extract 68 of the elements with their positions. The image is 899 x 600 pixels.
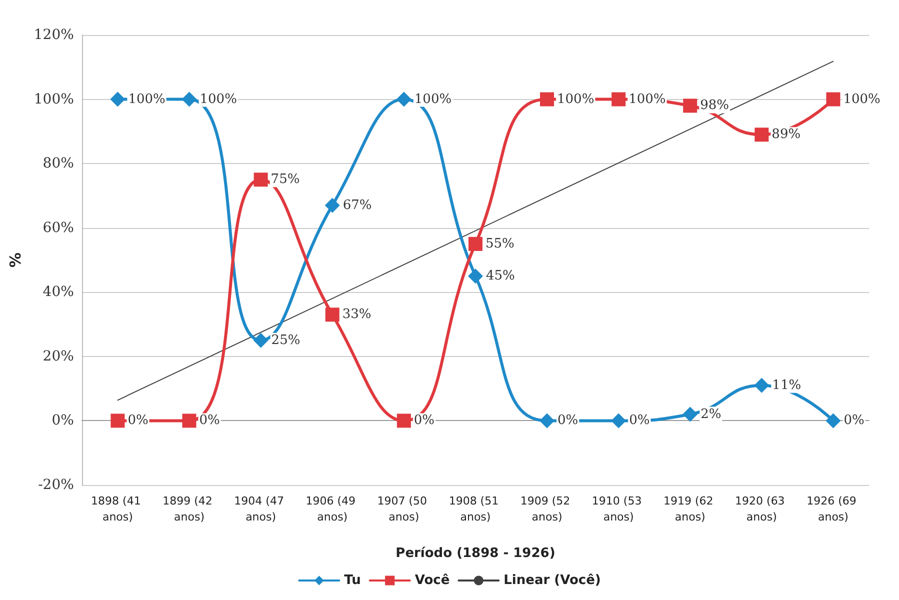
y-tick-label: 60% xyxy=(42,220,74,236)
data-label: 2% xyxy=(700,406,722,422)
point xyxy=(324,198,340,213)
y-axis-title: % xyxy=(6,252,24,268)
data-label: 100% xyxy=(628,92,666,107)
point xyxy=(396,414,411,428)
point xyxy=(826,92,840,106)
point xyxy=(468,236,482,251)
y-tick-label: 40% xyxy=(42,284,74,300)
point xyxy=(683,98,698,113)
y-tick-label: 100% xyxy=(34,91,74,108)
point xyxy=(754,128,769,142)
data-label: 0% xyxy=(844,413,864,428)
point xyxy=(110,92,126,107)
legend-label: Tu xyxy=(344,573,361,588)
data-label: 25% xyxy=(271,332,300,348)
data-label: 0% xyxy=(629,413,650,428)
point xyxy=(682,406,698,422)
data-label: 33% xyxy=(342,307,372,322)
data-label: 55% xyxy=(485,236,514,252)
y-tick-label: 0% xyxy=(52,412,74,429)
data-label: 100% xyxy=(414,92,452,107)
x-tick-label: 1898 (41 anos) xyxy=(91,494,144,524)
x-tick-label: 1926 (69 anos) xyxy=(806,494,860,524)
point xyxy=(182,92,197,107)
data-label: 100% xyxy=(128,92,166,107)
data-label: 67% xyxy=(342,198,372,213)
x-tick-label: 1907 (50 anos) xyxy=(377,494,431,524)
point xyxy=(325,308,340,322)
data-label: 0% xyxy=(199,413,220,428)
data-label: 11% xyxy=(772,378,802,393)
data-label: 100% xyxy=(557,92,594,107)
data-label: 100% xyxy=(843,92,880,107)
legend-label: Linear (Você) xyxy=(504,573,601,588)
point xyxy=(754,378,770,393)
x-tick-label: 1919 (62 anos) xyxy=(663,494,717,524)
point xyxy=(826,413,841,428)
point xyxy=(611,413,626,428)
y-tick-label: 20% xyxy=(42,348,74,364)
x-tick-label: 1920 (63 anos) xyxy=(735,494,788,524)
point xyxy=(182,414,196,428)
data-label: 89% xyxy=(772,127,801,142)
x-tick-label: 1904 (47 anos) xyxy=(234,494,288,524)
x-axis-title: Período (1898 - 1926) xyxy=(396,546,556,561)
point xyxy=(110,414,125,428)
point xyxy=(468,268,483,284)
data-label: 98% xyxy=(700,98,730,114)
y-tick-label: 80% xyxy=(42,156,74,172)
x-tick-label: 1908 (51 anos) xyxy=(448,494,502,524)
data-label: 75% xyxy=(270,172,300,188)
point xyxy=(540,92,554,106)
point xyxy=(540,413,555,428)
x-tick-label: 1909 (52 anos) xyxy=(520,494,574,524)
x-tick-label: 1910 (53 anos) xyxy=(592,494,646,524)
data-label: 100% xyxy=(200,92,237,107)
data-label: 45% xyxy=(486,268,515,284)
data-label: 0% xyxy=(128,413,148,428)
y-tick-label: -20% xyxy=(38,477,74,493)
y-tick-label: 120% xyxy=(34,27,74,43)
x-tick-label: 1899 (42 anos) xyxy=(162,494,216,524)
data-label: 0% xyxy=(558,413,578,428)
point xyxy=(396,92,412,107)
legend-label: Você xyxy=(414,573,450,588)
point xyxy=(254,172,268,187)
point xyxy=(612,92,626,106)
point xyxy=(253,332,268,348)
data-label: 0% xyxy=(414,413,435,428)
x-tick-label: 1906 (49 anos) xyxy=(306,494,359,524)
